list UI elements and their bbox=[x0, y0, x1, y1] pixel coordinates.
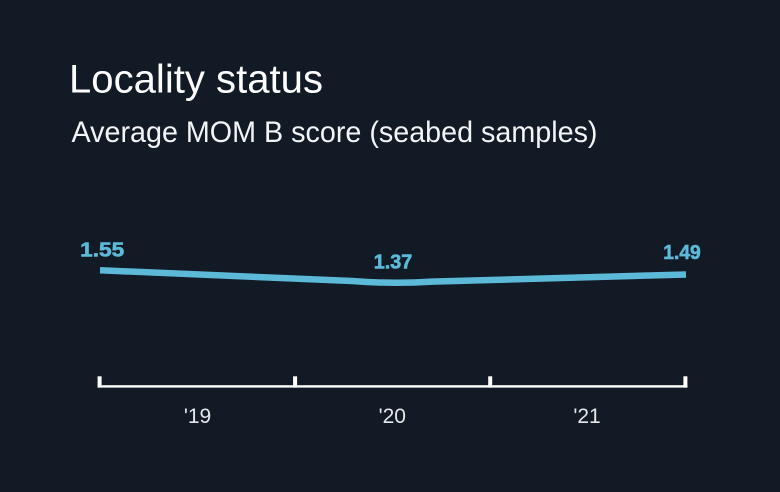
svg-text:Average MOM B score (seabed sa: Average MOM B score (seabed samples) bbox=[72, 116, 598, 149]
svg-text:'21: '21 bbox=[573, 405, 600, 428]
svg-text:1.37: 1.37 bbox=[374, 252, 413, 274]
svg-text:1.49: 1.49 bbox=[663, 242, 701, 264]
svg-text:'19: '19 bbox=[184, 405, 211, 428]
svg-text:1.55: 1.55 bbox=[80, 240, 124, 262]
svg-text:'20: '20 bbox=[379, 405, 406, 428]
svg-text:Locality status: Locality status bbox=[69, 58, 323, 102]
